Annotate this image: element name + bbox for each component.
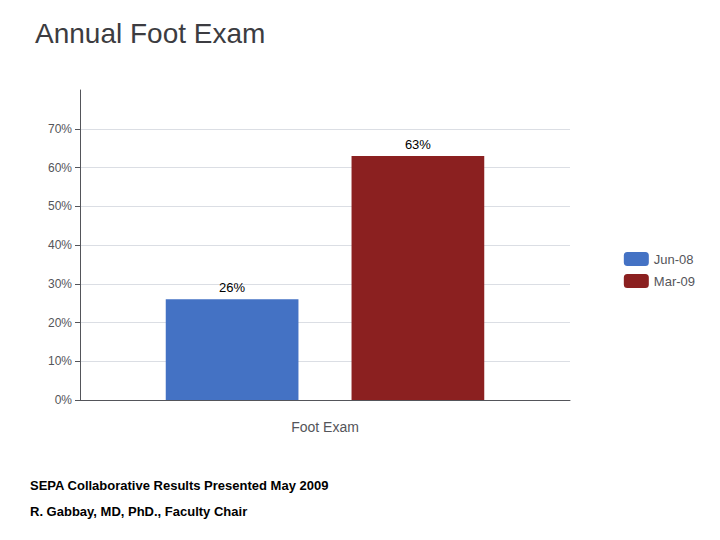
svg-text:Jun-08: Jun-08 — [654, 252, 694, 267]
svg-text:Mar-09: Mar-09 — [654, 274, 695, 289]
svg-text:70%: 70% — [48, 122, 72, 136]
svg-text:SEPA Collaborative Results Pre: SEPA Collaborative Results Presented May… — [30, 478, 328, 493]
svg-text:30%: 30% — [48, 277, 72, 291]
svg-text:Annual Foot Exam: Annual Foot Exam — [35, 18, 265, 49]
svg-text:63%: 63% — [405, 137, 431, 152]
svg-text:20%: 20% — [48, 316, 72, 330]
svg-text:0%: 0% — [55, 393, 73, 407]
svg-text:Foot Exam: Foot Exam — [291, 419, 359, 435]
svg-text:40%: 40% — [48, 238, 72, 252]
svg-text:10%: 10% — [48, 354, 72, 368]
svg-text:26%: 26% — [219, 280, 245, 295]
svg-text:50%: 50% — [48, 199, 72, 213]
svg-text:R. Gabbay, MD, PhD., Faculty C: R. Gabbay, MD, PhD., Faculty Chair — [30, 504, 247, 519]
svg-text:60%: 60% — [48, 161, 72, 175]
